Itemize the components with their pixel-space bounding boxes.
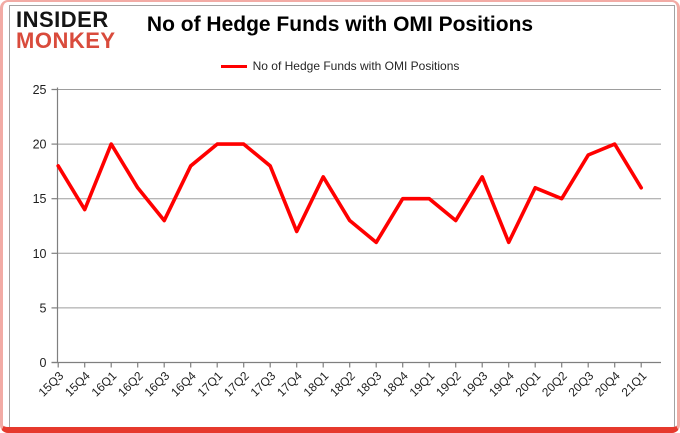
x-tick-label: 18Q4 bbox=[380, 368, 411, 399]
y-tick-label: 0 bbox=[40, 356, 47, 370]
x-tick-label: 18Q2 bbox=[327, 368, 358, 399]
x-tick-label: 19Q2 bbox=[433, 368, 464, 399]
y-tick-label: 5 bbox=[40, 301, 47, 315]
insider-monkey-logo: INSIDER MONKEY bbox=[16, 7, 116, 53]
x-tick-label: 18Q1 bbox=[301, 368, 332, 399]
y-tick-label: 25 bbox=[33, 83, 47, 97]
x-tick-label: 20Q2 bbox=[539, 368, 570, 399]
legend-line-swatch bbox=[220, 64, 247, 68]
x-tick-label: 17Q1 bbox=[195, 368, 226, 399]
x-tick-label: 19Q4 bbox=[486, 368, 517, 399]
chart-title: No of Hedge Funds with OMI Positions bbox=[146, 13, 534, 36]
x-tick-label: 20Q1 bbox=[513, 368, 544, 399]
x-tick-label: 17Q2 bbox=[221, 368, 252, 399]
chart-border-frame bbox=[9, 5, 675, 427]
logo-line-monkey: MONKEY bbox=[16, 27, 116, 53]
x-tick-label: 17Q4 bbox=[274, 368, 305, 399]
x-tick-label: 15Q3 bbox=[36, 368, 67, 399]
logo-line-insider: INSIDER bbox=[16, 7, 109, 32]
x-tick-label: 19Q1 bbox=[407, 368, 438, 399]
chart-legend: No of Hedge Funds with OMI Positions bbox=[3, 59, 677, 73]
y-tick-label: 10 bbox=[33, 247, 47, 261]
x-tick-label: 16Q3 bbox=[142, 368, 173, 399]
series-line bbox=[56, 142, 644, 245]
x-tick-label: 16Q4 bbox=[168, 368, 199, 399]
x-tick-label: 18Q3 bbox=[354, 368, 385, 399]
x-tick-label: 20Q4 bbox=[592, 368, 623, 399]
x-tick-label: 16Q2 bbox=[115, 368, 146, 399]
x-tick-label: 20Q3 bbox=[566, 368, 597, 399]
y-tick-label: 15 bbox=[33, 192, 47, 206]
x-tick-label: 21Q1 bbox=[619, 368, 650, 399]
x-tick-label: 16Q1 bbox=[89, 368, 120, 399]
y-tick-label: 20 bbox=[33, 138, 47, 152]
x-tick-label: 17Q3 bbox=[248, 368, 279, 399]
legend-label: No of Hedge Funds with OMI Positions bbox=[252, 59, 460, 73]
x-tick-label: 19Q3 bbox=[460, 368, 491, 399]
x-tick-label: 15Q4 bbox=[62, 368, 93, 399]
